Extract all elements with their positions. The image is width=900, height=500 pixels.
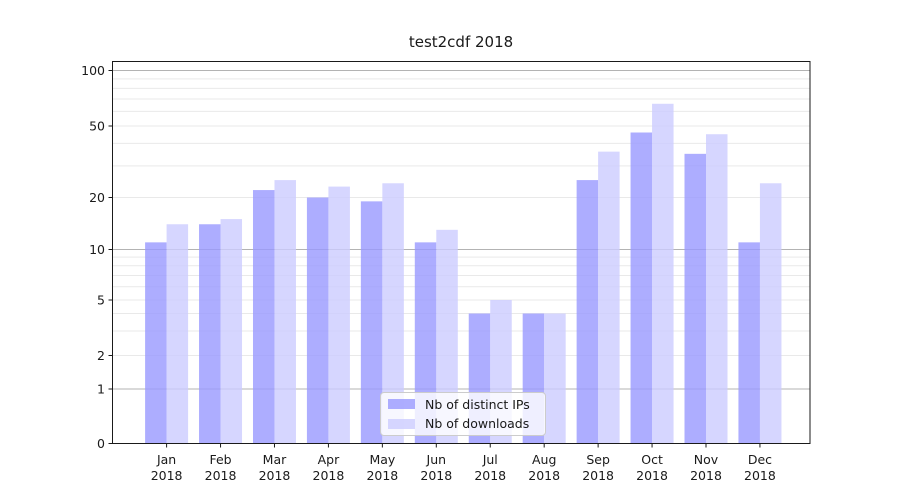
legend-item-downloads: Nb of downloads xyxy=(388,416,537,433)
y-tick-label-50: 50 xyxy=(89,119,105,134)
x-tick-label-jan: Jan xyxy=(156,452,176,467)
bar-distinct-ips-oct xyxy=(630,132,653,444)
bar-downloads-jun xyxy=(436,229,458,444)
x-tick-label-nov: Nov xyxy=(694,452,719,467)
y-tick-label-0: 0 xyxy=(97,436,105,451)
x-tick-label-sep: Sep xyxy=(586,452,610,467)
axes-frame xyxy=(112,61,811,444)
x-tick-label-dec: Dec xyxy=(748,452,772,467)
x-tick-label-year-feb: 2018 xyxy=(205,468,237,483)
bar-downloads-jan xyxy=(166,224,189,444)
y-tick-label-10: 10 xyxy=(89,242,105,257)
bar-downloads-may xyxy=(382,183,404,444)
bar-distinct-ips-apr xyxy=(306,197,329,444)
x-tick-label-mar: Mar xyxy=(263,452,287,467)
legend-item-distinct-ips: Nb of distinct IPs xyxy=(388,396,537,413)
bar-downloads-mar xyxy=(274,180,296,444)
x-tick-label-year-dec: 2018 xyxy=(744,468,776,483)
bar-downloads-sep xyxy=(598,151,620,444)
legend-swatch-downloads-icon xyxy=(388,418,415,429)
bar-downloads-dec xyxy=(759,183,782,444)
x-tick-label-jun: Jun xyxy=(426,452,447,467)
x-tick-label-jul: Jul xyxy=(482,452,498,467)
x-tick-label-year-jun: 2018 xyxy=(420,468,452,483)
bar-downloads-nov xyxy=(706,134,728,444)
legend-label-downloads: Nb of downloads xyxy=(425,416,530,432)
x-tick-label-year-nov: 2018 xyxy=(690,468,722,483)
legend: Nb of distinct IPs Nb of downloads xyxy=(380,392,546,436)
bar-downloads-aug xyxy=(544,313,566,444)
bar-downloads-oct xyxy=(652,103,674,444)
chart-title: test2cdf 2018 xyxy=(408,33,514,51)
legend-label-distinct-ips: Nb of distinct IPs xyxy=(425,396,530,412)
legend-swatch-distinct-ips-icon xyxy=(388,399,415,410)
bar-distinct-ips-jan xyxy=(145,242,167,444)
x-tick-label-apr: Apr xyxy=(318,452,340,467)
bar-distinct-ips-feb xyxy=(199,224,221,444)
bar-distinct-ips-dec xyxy=(738,242,760,444)
x-tick-label-aug: Aug xyxy=(532,452,556,467)
y-tick-label-20: 20 xyxy=(89,190,105,205)
x-tick-label-year-aug: 2018 xyxy=(528,468,560,483)
x-tick-label-year-may: 2018 xyxy=(366,468,398,483)
x-tick-label-year-mar: 2018 xyxy=(259,468,291,483)
bar-distinct-ips-mar xyxy=(252,190,275,444)
x-tick-label-year-sep: 2018 xyxy=(582,468,614,483)
bar-downloads-feb xyxy=(220,219,243,444)
bar-distinct-ips-sep xyxy=(576,180,599,444)
bar-distinct-ips-may xyxy=(360,201,383,444)
y-tick-label-1: 1 xyxy=(97,382,105,397)
y-tick-label-2: 2 xyxy=(97,348,105,363)
x-tick-label-year-apr: 2018 xyxy=(313,468,345,483)
x-tick-label-year-oct: 2018 xyxy=(636,468,668,483)
x-tick-label-oct: Oct xyxy=(641,452,663,467)
y-tick-label-5: 5 xyxy=(97,293,105,308)
x-tick-label-may: May xyxy=(369,452,395,467)
bar-downloads-apr xyxy=(328,186,350,444)
x-tick-label-year-jan: 2018 xyxy=(151,468,183,483)
x-tick-label-feb: Feb xyxy=(209,452,231,467)
bar-distinct-ips-nov xyxy=(684,153,706,444)
y-tick-label-100: 100 xyxy=(81,63,105,78)
x-tick-label-year-jul: 2018 xyxy=(474,468,506,483)
